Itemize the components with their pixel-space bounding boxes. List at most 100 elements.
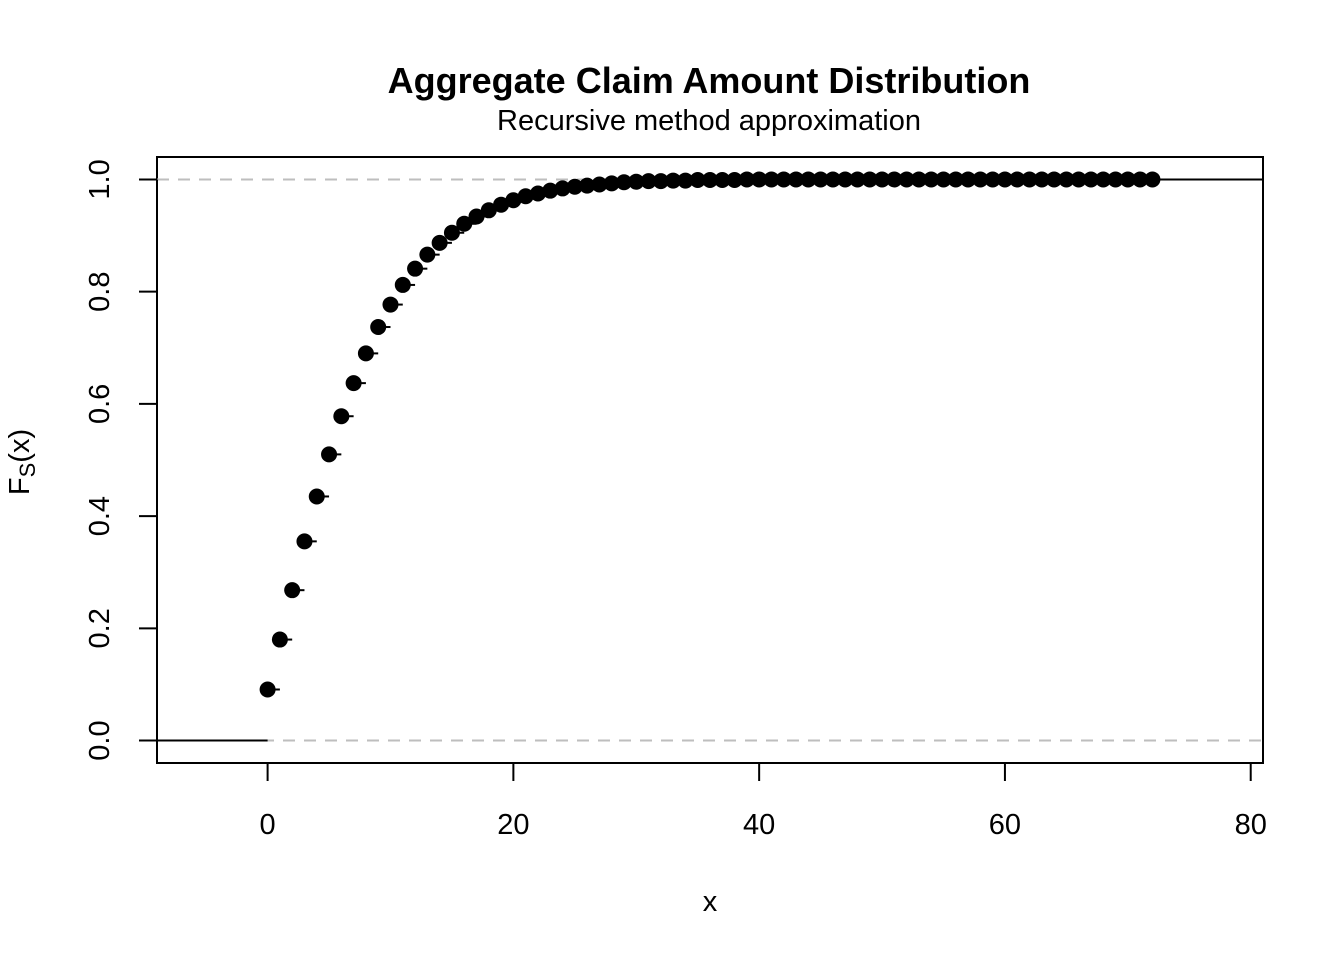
x-tick-label: 20 xyxy=(497,809,529,841)
data-point xyxy=(1132,171,1149,188)
data-point xyxy=(1009,171,1026,188)
data-point xyxy=(677,172,694,189)
data-point xyxy=(788,171,805,188)
y-tick-label: 0.0 xyxy=(84,720,116,760)
data-point xyxy=(800,171,817,188)
data-point xyxy=(321,446,338,463)
data-point xyxy=(984,171,1001,188)
data-point xyxy=(333,408,350,425)
y-axis-label: FS(x) xyxy=(4,429,40,495)
y-tick-label: 0.4 xyxy=(84,496,116,536)
data-point xyxy=(517,188,534,205)
data-point xyxy=(960,171,977,188)
data-point xyxy=(972,171,989,188)
data-point xyxy=(898,171,915,188)
data-point xyxy=(1070,171,1087,188)
data-point xyxy=(456,215,473,232)
data-point xyxy=(591,176,608,193)
y-axis-label-tail: (x) xyxy=(4,429,36,463)
data-point xyxy=(837,171,854,188)
data-point xyxy=(357,345,374,362)
data-point xyxy=(947,171,964,188)
data-point xyxy=(615,174,632,191)
data-point xyxy=(468,208,485,225)
chart-title: Aggregate Claim Amount Distribution xyxy=(388,60,1031,101)
data-point xyxy=(579,177,596,194)
chart-subtitle: Recursive method approximation xyxy=(497,105,921,137)
data-point xyxy=(443,224,460,241)
y-axis-label-subscript: S xyxy=(15,463,40,478)
reference-lines xyxy=(157,178,1263,742)
data-point xyxy=(407,260,424,277)
data-point xyxy=(1021,171,1038,188)
data-point xyxy=(849,171,866,188)
data-point xyxy=(566,178,583,195)
data-point xyxy=(296,533,313,550)
data-point xyxy=(874,171,891,188)
y-tick-label: 1.0 xyxy=(84,159,116,199)
x-tick-label: 80 xyxy=(1235,809,1267,841)
data-point xyxy=(812,171,829,188)
data-point xyxy=(1058,171,1075,188)
data-point xyxy=(1033,171,1050,188)
data-point xyxy=(394,276,411,293)
data-point xyxy=(529,185,546,202)
x-tick-label: 60 xyxy=(989,809,1021,841)
data-point xyxy=(628,173,645,190)
data-point xyxy=(1107,171,1124,188)
data-point xyxy=(923,171,940,188)
data-point xyxy=(370,319,387,336)
x-axis-label: x xyxy=(703,886,718,918)
data-point xyxy=(935,171,952,188)
svg-text:FS(x): FS(x) xyxy=(4,429,40,495)
y-axis: 0.0 0.2 0.4 0.6 0.8 1.0 xyxy=(84,159,158,761)
y-tick-label: 0.6 xyxy=(84,384,116,424)
data-point xyxy=(542,182,559,199)
data-point xyxy=(284,582,301,599)
data-point xyxy=(738,171,755,188)
data-point xyxy=(689,172,706,189)
data-point xyxy=(886,171,903,188)
data-point xyxy=(665,172,682,189)
data-point xyxy=(652,173,669,190)
data-point xyxy=(1119,171,1136,188)
data-point xyxy=(751,171,768,188)
data-point xyxy=(603,175,620,192)
data-points xyxy=(259,171,1161,698)
data-point xyxy=(702,172,718,189)
data-point xyxy=(419,246,436,263)
data-point xyxy=(640,173,657,190)
data-point xyxy=(505,192,522,209)
x-tick-label: 40 xyxy=(743,809,775,841)
data-point xyxy=(714,172,731,189)
x-tick-label: 0 xyxy=(260,809,276,841)
y-axis-label-main: F xyxy=(4,477,36,495)
step-segments xyxy=(157,178,1263,742)
data-point xyxy=(345,375,362,392)
data-point xyxy=(726,172,743,189)
plot-box xyxy=(156,156,1264,764)
data-point xyxy=(763,171,780,188)
data-point xyxy=(259,681,276,698)
y-tick-label: 0.8 xyxy=(84,272,116,312)
data-point xyxy=(1095,171,1112,188)
data-point xyxy=(910,171,927,188)
data-point xyxy=(775,171,792,188)
data-point xyxy=(861,171,878,188)
y-tick-label: 0.2 xyxy=(84,608,116,648)
data-point xyxy=(1082,171,1099,188)
data-point xyxy=(554,180,571,197)
data-point xyxy=(996,171,1013,188)
data-point xyxy=(480,202,497,219)
data-point xyxy=(382,296,399,313)
x-axis: 0 20 40 60 80 xyxy=(260,762,1267,841)
data-point xyxy=(308,488,325,505)
data-point xyxy=(1144,171,1161,188)
data-point xyxy=(1046,171,1063,188)
data-point xyxy=(431,234,448,251)
data-point xyxy=(271,631,288,648)
data-point xyxy=(493,196,510,213)
data-point xyxy=(824,171,841,188)
